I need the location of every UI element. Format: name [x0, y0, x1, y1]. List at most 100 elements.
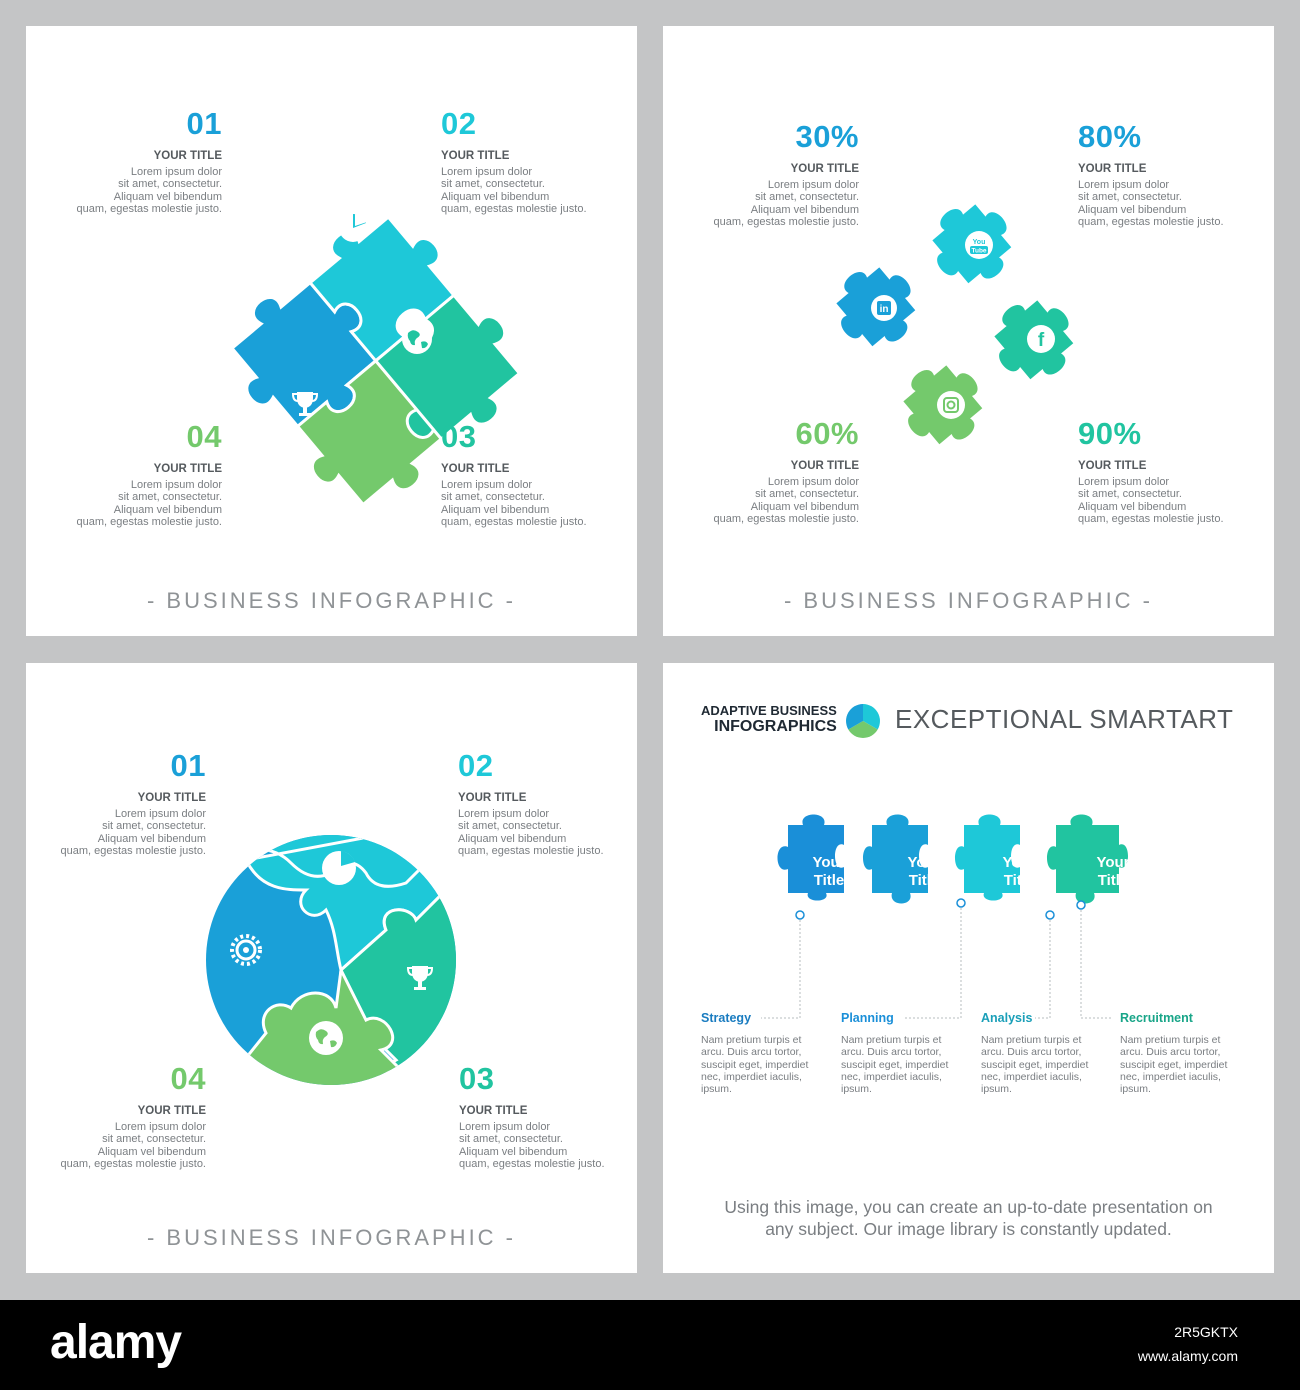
watermark-url: www.alamy.com	[1137, 1348, 1238, 1364]
text-line: Lorem ipsum dolor	[114, 1121, 206, 1133]
text-line: sit amet, consectetur.	[1078, 488, 1182, 501]
text-line: Aliquam vel bibendum	[441, 190, 550, 203]
block-title: YOUR TITLE	[459, 1105, 528, 1117]
connector-dot	[795, 910, 805, 920]
caption-line: any subject. Our image library is consta…	[765, 1219, 1172, 1239]
text-line: Nam pretium turpis et	[841, 1034, 942, 1046]
brand-logo-icon	[846, 704, 880, 738]
block-text: Lorem ipsum dolor sit amet, consectetur.…	[26, 808, 206, 857]
linkedin-icon: in	[871, 295, 897, 321]
text-line: quam, egestas molestie justo.	[76, 202, 222, 215]
text-line: ipsum.	[701, 1083, 732, 1096]
panel-puzzle-circle: 01 YOUR TITLE Lorem ipsum dolor sit amet…	[26, 663, 637, 1273]
text-line: Aliquam vel bibendum	[113, 503, 222, 516]
puzzle-circle-graphic	[206, 835, 456, 1085]
block-text: Lorem ipsum dolor sit amet, consectetur.…	[1078, 476, 1274, 525]
pie-chart-icon	[339, 214, 367, 242]
brand-title: ADAPTIVE BUSINESS INFOGRAPHICS	[701, 703, 837, 735]
svg-text:in: in	[880, 304, 889, 315]
caption-line: Using this image, you can create an up-t…	[724, 1197, 1213, 1217]
text-line: quam, egestas molestie justo.	[713, 512, 859, 525]
text-line: quam, egestas molestie justo.	[60, 1157, 206, 1170]
puzzle-piece-teal	[373, 293, 522, 442]
info-block-03: 03 YOUR TITLE Lorem ipsum dolor sit amet…	[441, 419, 637, 528]
connector-line	[903, 908, 962, 1019]
text-line: Lorem ipsum dolor	[767, 179, 859, 191]
info-block-02: 02 YOUR TITLE Lorem ipsum dolor sit amet…	[441, 106, 637, 215]
panel-social-puzzle: in You Tube f 30% YOUR TITLE Lorem ipsum…	[663, 26, 1274, 636]
block-title: YOUR TITLE	[137, 792, 206, 804]
block-title: YOUR TITLE	[137, 1105, 206, 1117]
panel-puzzle-cluster: 01 YOUR TITLE Lorem ipsum dolor sit amet…	[26, 26, 637, 636]
text-line: ipsum.	[1120, 1083, 1151, 1096]
text-line: sit amet, consectetur.	[102, 1133, 206, 1146]
heading: EXCEPTIONAL SMARTART	[895, 704, 1234, 734]
piece-1-label-line2: Title	[814, 872, 845, 889]
text-line: arcu. Duis arcu tortor,	[1120, 1046, 1221, 1059]
text-line: Lorem ipsum dolor	[1078, 179, 1170, 191]
block-number: 01	[186, 106, 222, 141]
info-block-30-percent: 30% YOUR TITLE Lorem ipsum dolor sit ame…	[663, 119, 859, 228]
text-line: Lorem ipsum dolor	[459, 1121, 551, 1133]
info-block-01: 01 YOUR TITLE Lorem ipsum dolor sit amet…	[26, 106, 222, 215]
block-text: Lorem ipsum dolor sit amet, consectetur.…	[26, 1121, 206, 1170]
connector-line	[1035, 920, 1051, 1019]
text-line: sit amet, consectetur.	[102, 820, 206, 833]
piece-2-label-line1: Your	[907, 854, 940, 871]
text-line: sit amet, consectetur.	[458, 820, 562, 833]
text-line: Nam pretium turpis et	[701, 1034, 802, 1046]
piece-1-label-line1: Your	[812, 854, 845, 871]
text-line: Lorem ipsum dolor	[114, 808, 206, 820]
step-text: Nam pretium turpis et arcu. Duis arcu to…	[1120, 1034, 1246, 1095]
brand-line-2: INFOGRAPHICS	[714, 718, 837, 735]
text-line: Lorem ipsum dolor	[441, 166, 533, 178]
text-line: ipsum.	[841, 1083, 872, 1096]
text-line: quam, egestas molestie justo.	[441, 202, 587, 215]
text-line: Aliquam vel bibendum	[750, 500, 859, 513]
piece-2-label-line2: Title	[909, 872, 940, 889]
step-text: Nam pretium turpis et arcu. Duis arcu to…	[701, 1034, 827, 1095]
circle-quadrant-green	[206, 964, 454, 1085]
info-block-90-percent: 90% YOUR TITLE Lorem ipsum dolor sit ame…	[1078, 416, 1274, 525]
text-line: quam, egestas molestie justo.	[1078, 215, 1224, 228]
block-text: Lorem ipsum dolor sit amet, consectetur.…	[663, 179, 859, 228]
watermark-info: 2R5GKTX www.alamy.com	[1138, 1320, 1238, 1368]
process-piece-3	[955, 814, 1020, 901]
step-strategy: Strategy Nam pretium turpis et arcu. Dui…	[701, 1011, 827, 1095]
text-line: quam, egestas molestie justo.	[76, 515, 222, 528]
brand-line-1: ADAPTIVE BUSINESS	[701, 703, 837, 718]
trophy-icon	[291, 392, 319, 416]
text-line: quam, egestas molestie justo.	[441, 515, 587, 528]
text-line: sit amet, consectetur.	[118, 178, 222, 191]
info-block-80-percent: 80% YOUR TITLE Lorem ipsum dolor sit ame…	[1078, 119, 1274, 228]
instagram-icon	[937, 391, 965, 419]
block-title: YOUR TITLE	[441, 463, 510, 475]
block-number: 03	[441, 419, 477, 454]
globe-icon	[309, 1021, 343, 1055]
block-number: 03	[459, 1061, 495, 1096]
text-line: arcu. Duis arcu tortor,	[841, 1046, 942, 1059]
text-line: Aliquam vel bibendum	[97, 1145, 206, 1158]
block-title: YOUR TITLE	[153, 463, 222, 475]
process-piece-4	[1047, 814, 1128, 904]
info-block-04: 04 YOUR TITLE Lorem ipsum dolor sit amet…	[26, 419, 222, 528]
piece-3-label-line1: Your	[1002, 854, 1035, 871]
block-title: YOUR TITLE	[1078, 460, 1147, 472]
block-title: YOUR TITLE	[790, 460, 859, 472]
step-text: Nam pretium turpis et arcu. Duis arcu to…	[841, 1034, 967, 1095]
step-title: Planning	[841, 1011, 894, 1025]
block-title: YOUR TITLE	[790, 163, 859, 175]
watermark-bar: alamy 2R5GKTX www.alamy.com	[0, 1300, 1300, 1390]
text-line: sit amet, consectetur.	[118, 491, 222, 504]
connector-dot	[956, 898, 966, 908]
piece-3-label-line2: Title	[1004, 872, 1035, 889]
process-piece-1	[777, 814, 844, 901]
text-line: arcu. Duis arcu tortor,	[981, 1046, 1082, 1059]
text-line: Lorem ipsum dolor	[1078, 476, 1170, 488]
text-line: nec, imperdiet iaculis,	[981, 1070, 1082, 1083]
panel-footer: - BUSINESS INFOGRAPHIC -	[146, 588, 517, 613]
text-line: quam, egestas molestie justo.	[459, 1157, 605, 1170]
text-line: Aliquam vel bibendum	[441, 503, 550, 516]
image-id: 2R5GKTX	[1174, 1324, 1238, 1340]
watermark-logo: alamy	[50, 1316, 182, 1369]
